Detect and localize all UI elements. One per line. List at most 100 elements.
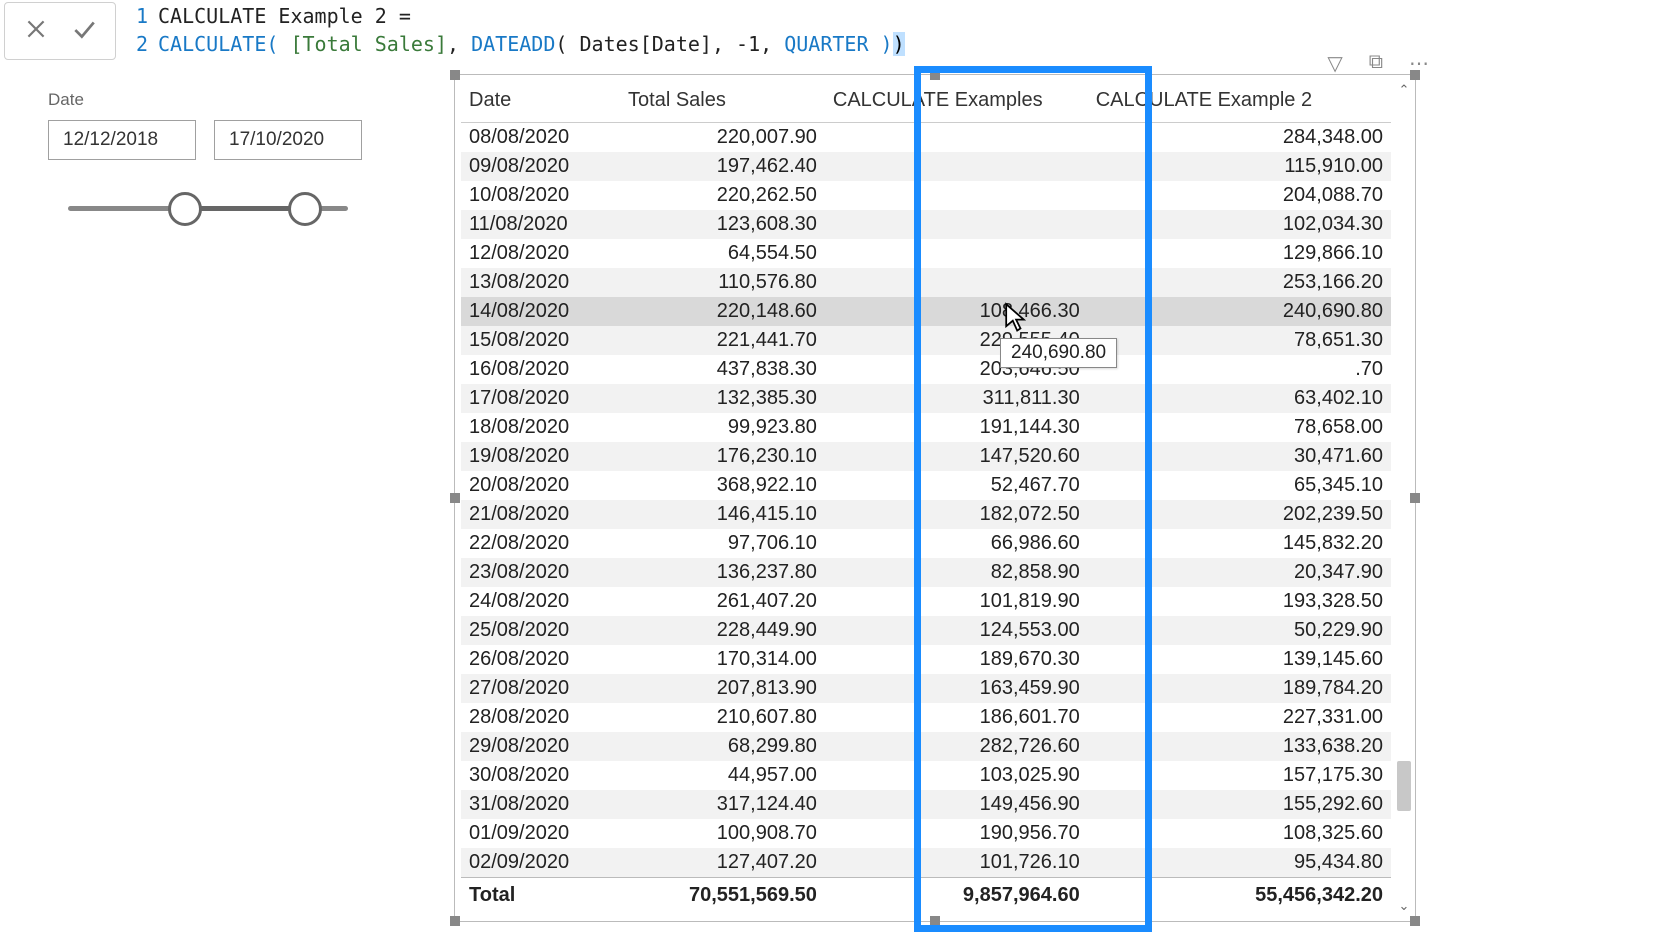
table-row[interactable]: 25/08/2020228,449.90124,553.0050,229.90	[461, 616, 1391, 645]
table-row[interactable]: 20/08/2020368,922.1052,467.7065,345.10	[461, 471, 1391, 500]
date-to-input[interactable]: 17/10/2020	[214, 120, 362, 160]
table-cell[interactable]: 82,858.90	[825, 558, 1088, 587]
table-cell[interactable]: 63,402.10	[1088, 384, 1391, 413]
table-cell[interactable]: 220,262.50	[620, 181, 825, 210]
table-cell[interactable]: 132,385.30	[620, 384, 825, 413]
table-cell[interactable]: 29/08/2020	[461, 732, 620, 761]
table-row[interactable]: 28/08/2020210,607.80186,601.70227,331.00	[461, 703, 1391, 732]
table-cell[interactable]	[825, 268, 1088, 297]
table-cell[interactable]: 26/08/2020	[461, 645, 620, 674]
table-cell[interactable]: 78,651.30	[1088, 326, 1391, 355]
scroll-up-icon[interactable]: ⌃	[1395, 81, 1413, 99]
scroll-down-icon[interactable]: ⌄	[1395, 897, 1413, 915]
col-header-calc-example2[interactable]: CALCULATE Example 2	[1088, 79, 1391, 123]
table-row[interactable]: 30/08/202044,957.00103,025.90157,175.30	[461, 761, 1391, 790]
table-cell[interactable]: 210,607.80	[620, 703, 825, 732]
col-header-calc-example1[interactable]: CALCULATE Examples	[825, 79, 1088, 123]
table-cell[interactable]: 129,866.10	[1088, 239, 1391, 268]
table-row[interactable]: 12/08/202064,554.50 129,866.10	[461, 239, 1391, 268]
formula-editor[interactable]: 1CALCULATE Example 2 = 2CALCULATE( [Tota…	[124, 0, 905, 58]
table-cell[interactable]: 191,144.30	[825, 413, 1088, 442]
table-cell[interactable]: 189,670.30	[825, 645, 1088, 674]
date-from-input[interactable]: 12/12/2018	[48, 120, 196, 160]
resize-handle[interactable]	[450, 70, 460, 80]
table-row[interactable]: 26/08/2020170,314.00189,670.30139,145.60	[461, 645, 1391, 674]
table-row[interactable]: 08/08/2020220,007.90 284,348.00	[461, 123, 1391, 153]
table-cell[interactable]: 21/08/2020	[461, 500, 620, 529]
table-cell[interactable]: 207,813.90	[620, 674, 825, 703]
table-cell[interactable]: 08/08/2020	[461, 123, 620, 153]
table-cell[interactable]: 110,576.80	[620, 268, 825, 297]
table-cell[interactable]: 11/08/2020	[461, 210, 620, 239]
table-cell[interactable]: 10/08/2020	[461, 181, 620, 210]
table-cell[interactable]: 102,034.30	[1088, 210, 1391, 239]
table-visual[interactable]: ▽ ⧉ ⋯ Date Total Sales CALCULATE Example…	[454, 74, 1416, 922]
table-cell[interactable]: 16/08/2020	[461, 355, 620, 384]
table-row[interactable]: 19/08/2020176,230.10147,520.6030,471.60	[461, 442, 1391, 471]
table-row[interactable]: 16/08/2020437,838.30203,646.50.70	[461, 355, 1391, 384]
table-row[interactable]: 11/08/2020123,608.30 102,034.30	[461, 210, 1391, 239]
table-cell[interactable]: 50,229.90	[1088, 616, 1391, 645]
table-cell[interactable]: 317,124.40	[620, 790, 825, 819]
col-header-total-sales[interactable]: Total Sales	[620, 79, 825, 123]
table-cell[interactable]: 20/08/2020	[461, 471, 620, 500]
resize-handle[interactable]	[450, 916, 460, 926]
more-options-icon[interactable]: ⋯	[1409, 51, 1429, 76]
table-cell[interactable]: 52,467.70	[825, 471, 1088, 500]
table-cell[interactable]: 145,832.20	[1088, 529, 1391, 558]
table-cell[interactable]: 220,148.60	[620, 297, 825, 326]
table-cell[interactable]: 221,441.70	[620, 326, 825, 355]
table-cell[interactable]: 155,292.60	[1088, 790, 1391, 819]
table-cell[interactable]: 228,449.90	[620, 616, 825, 645]
table-cell[interactable]: 284,348.00	[1088, 123, 1391, 153]
table-cell[interactable]: 01/09/2020	[461, 819, 620, 848]
table-cell[interactable]: 30/08/2020	[461, 761, 620, 790]
table-cell[interactable]: 20,347.90	[1088, 558, 1391, 587]
table-cell[interactable]: 65,345.10	[1088, 471, 1391, 500]
focus-mode-icon[interactable]: ⧉	[1369, 51, 1383, 76]
table-cell[interactable]: 09/08/2020	[461, 152, 620, 181]
table-cell[interactable]: 18/08/2020	[461, 413, 620, 442]
table-cell[interactable]: 157,175.30	[1088, 761, 1391, 790]
table-cell[interactable]: 197,462.40	[620, 152, 825, 181]
table-cell[interactable]: 22/08/2020	[461, 529, 620, 558]
table-cell[interactable]: 17/08/2020	[461, 384, 620, 413]
table-cell[interactable]: 147,520.60	[825, 442, 1088, 471]
table-row[interactable]: 02/09/2020127,407.20101,726.1095,434.80	[461, 848, 1391, 878]
table-row[interactable]: 29/08/202068,299.80282,726.60133,638.20	[461, 732, 1391, 761]
table-row[interactable]: 10/08/2020220,262.50204,088.70	[461, 181, 1391, 210]
table-cell[interactable]	[825, 210, 1088, 239]
table-cell[interactable]	[825, 181, 1088, 210]
table-cell[interactable]: 136,237.80	[620, 558, 825, 587]
table-cell[interactable]: 101,726.10	[825, 848, 1088, 878]
table-cell[interactable]: 27/08/2020	[461, 674, 620, 703]
table-cell[interactable]	[825, 239, 1088, 268]
table-cell[interactable]: 220,007.90	[620, 123, 825, 153]
table-cell[interactable]: 30,471.60	[1088, 442, 1391, 471]
table-cell[interactable]: 190,956.70	[825, 819, 1088, 848]
table-row[interactable]: 13/08/2020110,576.80253,166.20	[461, 268, 1391, 297]
table-cell[interactable]: 139,145.60	[1088, 645, 1391, 674]
table-cell[interactable]: 261,407.20	[620, 587, 825, 616]
table-row[interactable]: 23/08/2020136,237.8082,858.9020,347.90	[461, 558, 1391, 587]
commit-formula-icon[interactable]	[71, 16, 97, 47]
date-range-slider[interactable]	[48, 178, 368, 238]
table-cell[interactable]: 64,554.50	[620, 239, 825, 268]
table-cell[interactable]: 103,025.90	[825, 761, 1088, 790]
table-cell[interactable]: 123,608.30	[620, 210, 825, 239]
resize-handle[interactable]	[1410, 916, 1420, 926]
table-row[interactable]: 27/08/2020207,813.90163,459.90189,784.20	[461, 674, 1391, 703]
vertical-scrollbar[interactable]: ⌃ ⌄	[1395, 81, 1413, 915]
table-cell[interactable]: 24/08/2020	[461, 587, 620, 616]
table-cell[interactable]: 133,638.20	[1088, 732, 1391, 761]
table-cell[interactable]: 12/08/2020	[461, 239, 620, 268]
table-cell[interactable]: 124,553.00	[825, 616, 1088, 645]
table-cell[interactable]: 115,910.00	[1088, 152, 1391, 181]
table-cell[interactable]: 101,819.90	[825, 587, 1088, 616]
table-cell[interactable]: 149,456.90	[825, 790, 1088, 819]
table-cell[interactable]: 78,658.00	[1088, 413, 1391, 442]
table-row[interactable]: 21/08/2020146,415.10182,072.50202,239.50	[461, 500, 1391, 529]
table-row[interactable]: 31/08/2020317,124.40149,456.90155,292.60	[461, 790, 1391, 819]
table-cell[interactable]: 44,957.00	[620, 761, 825, 790]
table-cell[interactable]: 14/08/2020	[461, 297, 620, 326]
